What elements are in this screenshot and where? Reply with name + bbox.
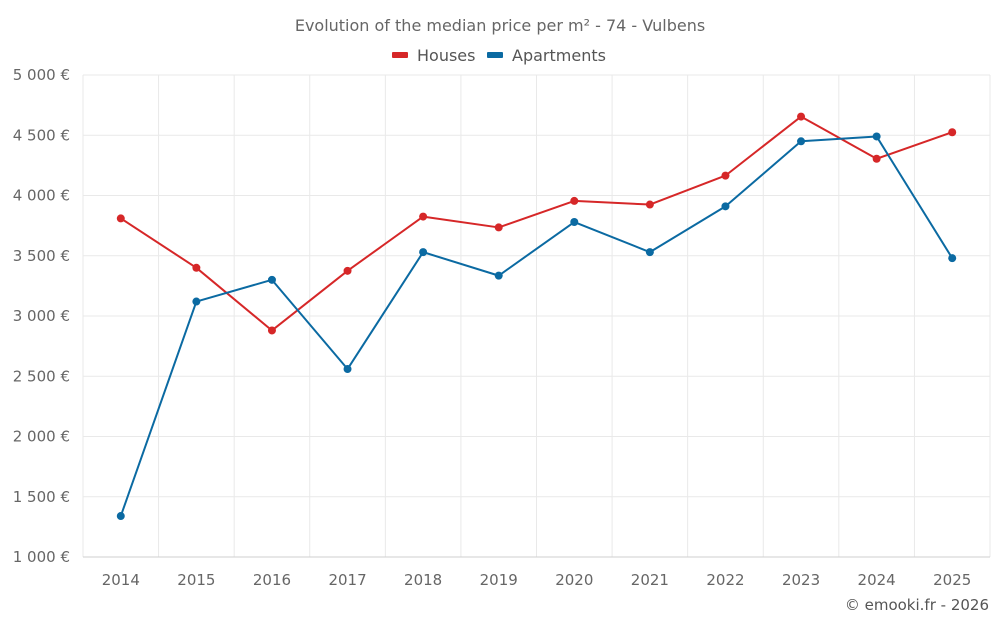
apartments-legend-label: Apartments: [512, 46, 606, 65]
legend: Houses Apartments: [392, 46, 606, 65]
y-axis-tick-label: 5 000 €: [13, 66, 70, 84]
houses-series-line: [119, 115, 954, 332]
houses-point: [872, 154, 881, 163]
houses-point: [419, 212, 428, 221]
houses-point: [192, 263, 201, 272]
apartments-point: [192, 297, 201, 306]
x-axis-tick-label: 2019: [480, 571, 518, 589]
y-axis-tick-label: 2 500 €: [13, 367, 70, 385]
chart-title: Evolution of the median price per m² - 7…: [295, 16, 705, 35]
chart-credit: © emooki.fr - 2026: [845, 596, 989, 614]
x-axis-tick-label: 2014: [102, 571, 140, 589]
apartments-point: [645, 248, 654, 257]
apartments-series-line: [119, 135, 954, 518]
x-axis-tick-label: 2020: [555, 571, 593, 589]
y-axis-tick-label: 4 500 €: [13, 126, 70, 144]
houses-point: [721, 171, 730, 180]
y-axis-tick-label: 1 500 €: [13, 488, 70, 506]
apartments-point: [419, 248, 428, 257]
houses-point: [570, 196, 579, 205]
houses-legend-label: Houses: [417, 46, 475, 65]
apartments-point: [948, 254, 957, 263]
x-axis-tick-label: 2022: [706, 571, 744, 589]
apartments-point: [797, 137, 806, 146]
x-axis-tick-label: 2023: [782, 571, 820, 589]
y-axis-tick-label: 2 000 €: [13, 428, 70, 446]
apartments-point: [570, 218, 579, 227]
houses-point: [116, 214, 125, 223]
x-axis-tick-label: 2025: [933, 571, 971, 589]
x-axis-tick-label: 2015: [177, 571, 215, 589]
apartments-point: [343, 365, 352, 374]
y-axis-tick-label: 3 500 €: [13, 247, 70, 265]
x-axis-tick-label: 2021: [631, 571, 669, 589]
apartments-point: [494, 271, 503, 280]
houses-point: [343, 266, 352, 275]
apartments-legend-swatch: [487, 52, 503, 58]
houses-point: [797, 112, 806, 121]
x-axis-tick-label: 2018: [404, 571, 442, 589]
apartments-point: [116, 512, 125, 521]
y-axis-tick-label: 1 000 €: [13, 548, 70, 566]
apartments-point: [721, 202, 730, 211]
x-axis-tick-label: 2017: [328, 571, 366, 589]
axis-layer: 1 000 € 1 500 € 2 000 € 2 500 € 3 000 € 3 500…: [13, 66, 990, 589]
y-axis-tick-label: 3 000 €: [13, 307, 70, 325]
apartments-point: [267, 275, 276, 284]
houses-point: [645, 200, 654, 209]
x-axis-tick-label: 2016: [253, 571, 291, 589]
apartments-point: [872, 132, 881, 141]
x-axis-tick-label: 2024: [858, 571, 896, 589]
houses-point: [948, 128, 957, 137]
houses-point: [494, 223, 503, 232]
houses-point: [267, 326, 276, 335]
series-layer: [116, 112, 957, 521]
grid-layer: [82, 74, 991, 558]
houses-legend-swatch: [392, 52, 408, 58]
y-axis-tick-label: 4 000 €: [13, 187, 70, 205]
